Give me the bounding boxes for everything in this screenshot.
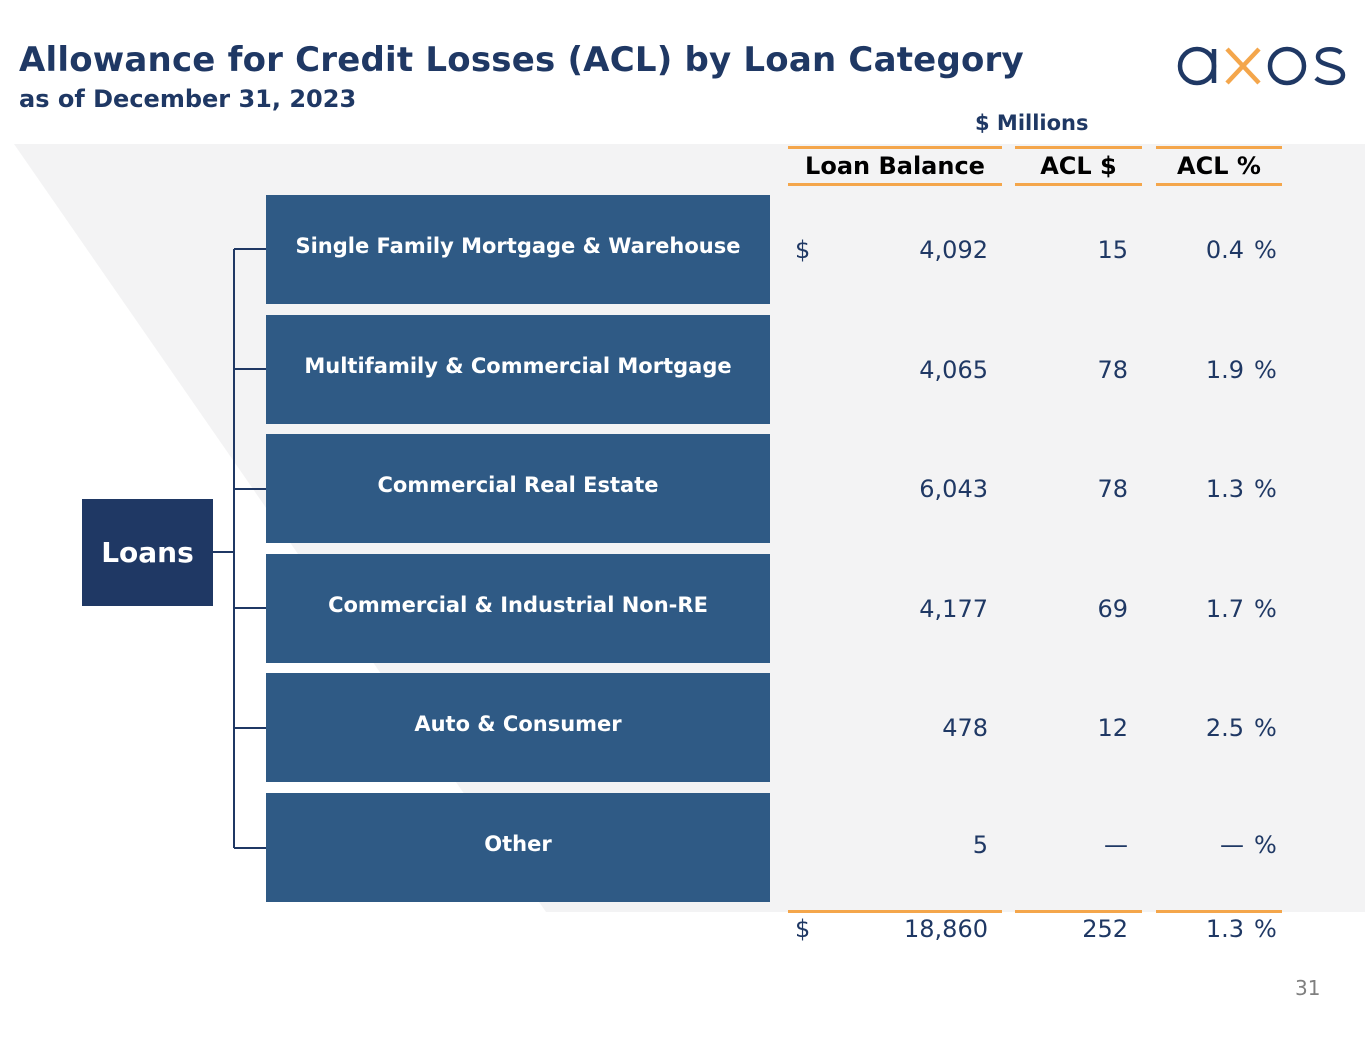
page-number: 31 — [1295, 976, 1321, 1000]
page-subtitle: as of December 31, 2023 — [19, 85, 357, 113]
category-label: Commercial Real Estate — [377, 472, 659, 497]
page-title: Allowance for Credit Losses (ACL) by Loa… — [19, 40, 1024, 80]
category-label: Multifamily & Commercial Mortgage — [304, 353, 732, 378]
row-percent-symbol: % — [1254, 595, 1277, 623]
column-header-acl-dollar: ACL $ — [1015, 146, 1142, 186]
loans-root-box: Loans — [82, 499, 213, 606]
row-loan-balance: 4,065 — [919, 356, 988, 384]
row-acl-amount: 78 — [1097, 475, 1128, 503]
axos-logo — [1177, 46, 1346, 86]
row-currency-symbol: $ — [795, 236, 811, 264]
total-acl-amount: 252 — [1082, 915, 1128, 943]
column-header-acl-percent: ACL % — [1156, 146, 1282, 186]
row-percent-symbol: % — [1254, 831, 1277, 859]
category-box: Multifamily & Commercial Mortgage — [266, 315, 770, 424]
category-box: Single Family Mortgage & Warehouse — [266, 195, 770, 304]
row-percent-symbol: % — [1254, 475, 1277, 503]
row-acl-percent: 1.9 — [1205, 356, 1244, 384]
row-acl-percent: 0.4 — [1205, 236, 1244, 264]
row-loan-balance: 4,092 — [919, 236, 988, 264]
row-acl-amount: 69 — [1097, 595, 1128, 623]
category-label: Single Family Mortgage & Warehouse — [295, 233, 741, 258]
total-separator-line — [788, 910, 1002, 913]
category-box: Other — [266, 793, 770, 902]
category-box: Commercial & Industrial Non-RE — [266, 554, 770, 663]
row-percent-symbol: % — [1254, 714, 1277, 742]
row-percent-symbol: % — [1254, 236, 1277, 264]
total-loan-balance: 18,860 — [904, 915, 988, 943]
row-acl-percent: 1.7 — [1205, 595, 1244, 623]
category-label: Other — [484, 831, 552, 856]
row-loan-balance: 478 — [942, 714, 988, 742]
category-label: Commercial & Industrial Non-RE — [328, 592, 708, 617]
total-currency-symbol: $ — [795, 915, 811, 943]
category-label: Auto & Consumer — [414, 711, 622, 736]
total-separator-line — [1156, 910, 1282, 913]
column-header-loan-balance: Loan Balance — [788, 146, 1002, 186]
category-box: Auto & Consumer — [266, 673, 770, 782]
row-acl-percent: 2.5 — [1205, 714, 1244, 742]
loans-root-label: Loans — [101, 536, 194, 569]
total-acl-percent: 1.3 — [1205, 915, 1244, 943]
row-acl-amount: — — [1104, 831, 1128, 859]
units-label: $ Millions — [975, 111, 1089, 135]
total-percent-symbol: % — [1254, 915, 1277, 943]
row-loan-balance: 5 — [972, 831, 988, 859]
row-loan-balance: 6,043 — [919, 475, 988, 503]
category-box: Commercial Real Estate — [266, 434, 770, 543]
row-acl-amount: 15 — [1097, 236, 1128, 264]
row-acl-percent: — — [1220, 831, 1244, 859]
row-loan-balance: 4,177 — [919, 595, 988, 623]
row-percent-symbol: % — [1254, 356, 1277, 384]
row-acl-amount: 12 — [1097, 714, 1128, 742]
row-acl-percent: 1.3 — [1205, 475, 1244, 503]
row-acl-amount: 78 — [1097, 356, 1128, 384]
total-separator-line — [1015, 910, 1142, 913]
